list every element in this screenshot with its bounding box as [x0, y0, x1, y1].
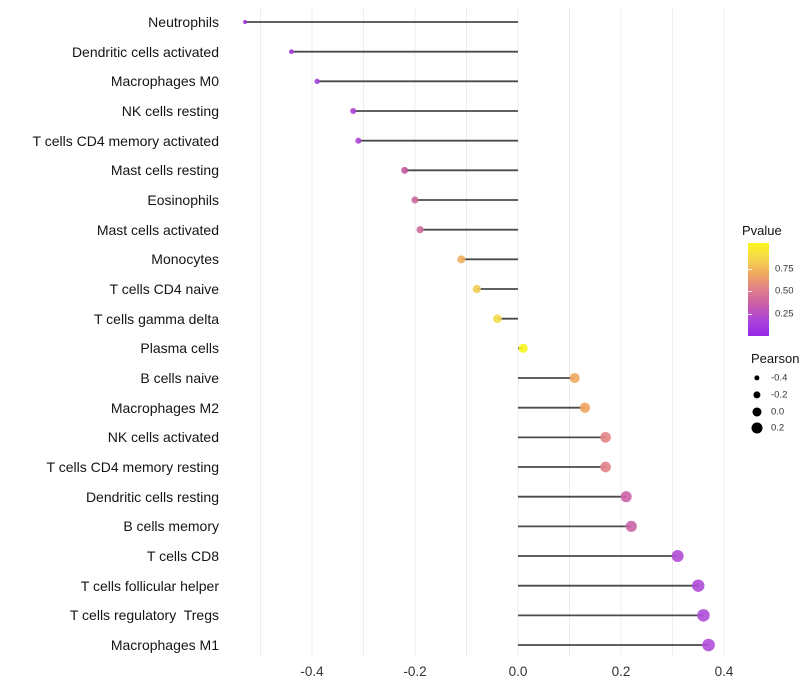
- y-axis-label: Mast cells resting: [110, 162, 219, 179]
- lollipop-dot: [625, 520, 637, 532]
- lollipop-dot: [569, 372, 580, 384]
- y-axis-label: NK cells resting: [121, 103, 219, 119]
- pearson-legend-dot: [754, 375, 760, 381]
- lollipop-dot: [620, 491, 632, 503]
- lollipop-dot: [401, 166, 409, 174]
- lollipop-dot: [243, 20, 248, 24]
- pvalue-legend-tick-label: 0.25: [775, 307, 794, 319]
- y-axis-label: Macrophages M1: [110, 637, 219, 653]
- x-axis-tick-label: -0.4: [300, 664, 324, 679]
- y-axis-label: T cells CD8: [146, 548, 219, 564]
- lollipop-dot: [472, 284, 481, 294]
- pearson-legend-label: 0.2: [771, 422, 785, 434]
- pvalue-legend-title: Pvalue: [742, 223, 782, 238]
- lollipop-dot: [350, 107, 357, 115]
- lollipop-dot: [411, 196, 419, 204]
- lollipop-dot: [416, 226, 424, 234]
- y-axis-label: T cells CD4 memory activated: [32, 132, 219, 149]
- y-axis-label: T cells regulatory Tregs: [69, 607, 219, 624]
- pearson-legend-dot: [753, 391, 761, 399]
- lollipop-dot: [702, 638, 715, 652]
- pearson-legend-dot: [751, 422, 763, 434]
- x-axis-tick-label: 0.4: [714, 664, 734, 679]
- lollipop-dot: [671, 549, 684, 563]
- y-axis-label: T cells CD4 memory resting: [46, 459, 219, 475]
- pvalue-legend-tick-label: 0.75: [775, 263, 794, 275]
- lollipop-dot: [355, 137, 362, 144]
- pvalue-gradient-bar: [748, 243, 769, 336]
- pearson-legend-label: -0.2: [771, 389, 788, 401]
- pearson-legend-title: Pearson: [751, 351, 800, 366]
- y-axis-label: T cells follicular helper: [80, 577, 219, 594]
- y-axis-label: B cells naive: [140, 370, 219, 386]
- x-axis-tick-label: 0.2: [611, 664, 631, 679]
- lollipop-dot: [457, 255, 466, 264]
- y-axis-label: Dendritic cells resting: [85, 488, 219, 505]
- lollipop-dot: [288, 49, 294, 55]
- lollipop-dot: [518, 343, 528, 353]
- y-axis-label: Macrophages M2: [110, 399, 219, 416]
- y-axis-label: B cells memory: [123, 518, 219, 535]
- lollipop-dot: [314, 78, 320, 85]
- x-axis-tick-label: -0.2: [403, 664, 427, 679]
- lollipop-dot: [692, 579, 705, 592]
- y-axis-label: Neutrophils: [148, 14, 219, 30]
- pvalue-legend-tick-label: 0.50: [775, 285, 794, 297]
- pearson-legend-label: 0.0: [771, 405, 785, 417]
- pearson-legend-dot: [752, 407, 762, 417]
- pvalue-gradient-tick: [748, 291, 752, 293]
- lollipop-dot: [600, 461, 611, 473]
- y-axis-label: NK cells activated: [107, 429, 219, 446]
- y-axis-label: T cells gamma delta: [93, 310, 219, 327]
- y-axis-label: Plasma cells: [140, 340, 219, 357]
- lollipop-dot: [600, 431, 611, 443]
- y-axis-label: Macrophages M0: [110, 73, 219, 90]
- y-axis-label: Monocytes: [151, 251, 219, 268]
- y-axis-label: T cells CD4 naive: [109, 281, 219, 297]
- pearson-legend-label: -0.4: [771, 372, 788, 384]
- pvalue-gradient-tick: [748, 313, 752, 315]
- x-axis-tick-label: 0.0: [508, 664, 528, 679]
- y-axis-label: Eosinophils: [147, 192, 219, 208]
- pvalue-gradient-tick: [748, 268, 752, 270]
- lollipop-dot: [697, 609, 710, 622]
- y-axis-label: Dendritic cells activated: [71, 43, 219, 60]
- y-axis-label: Mast cells activated: [96, 221, 219, 238]
- lollipop-dot: [493, 314, 502, 324]
- lollipop-dot: [579, 402, 591, 413]
